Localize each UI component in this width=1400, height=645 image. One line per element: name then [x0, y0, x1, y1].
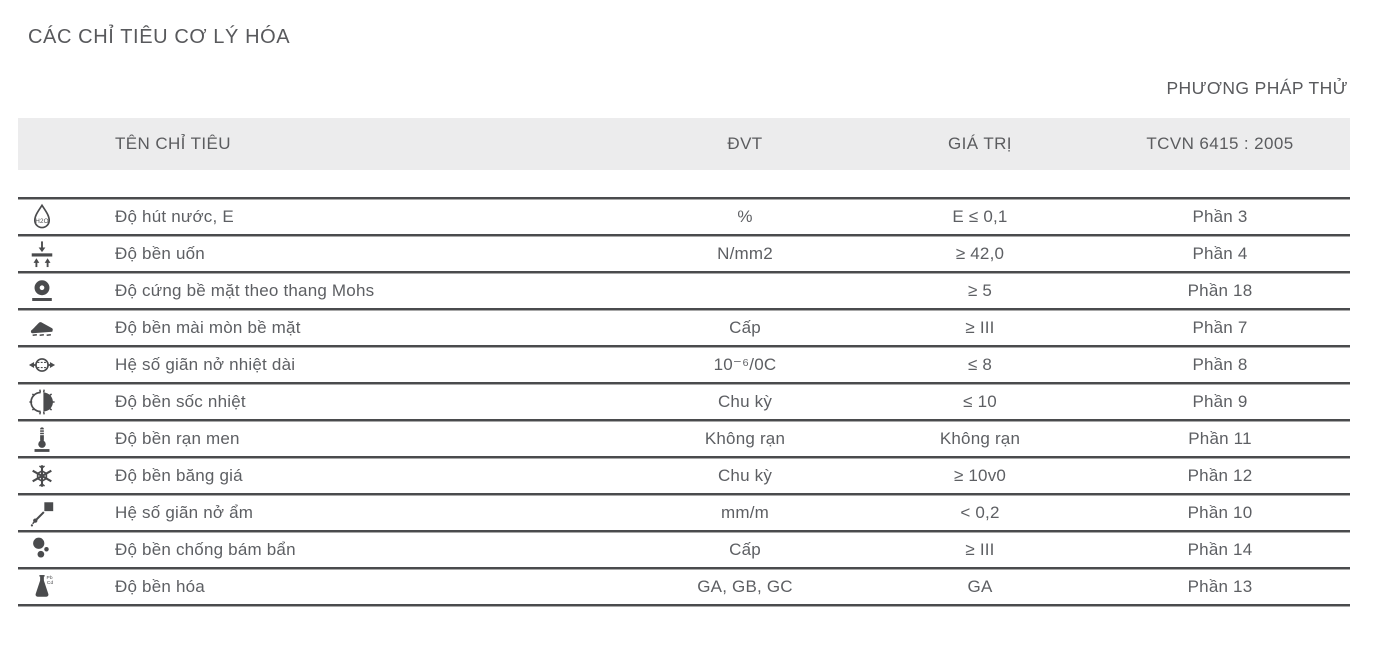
spec-unit-cell: Chu kỳ	[717, 392, 773, 411]
spec-unit-cell: Cấp	[729, 540, 761, 559]
spec-name-cell: Độ bền rạn men	[115, 429, 240, 448]
spec-value-cell: ≤ 10	[963, 392, 997, 411]
row-divider-line	[18, 530, 1350, 533]
spec-method-cell: Phần 9	[1192, 392, 1248, 411]
column-header-value: GIÁ TRỊ	[948, 134, 1012, 153]
spec-name-cell: Độ bền uốn	[115, 244, 205, 263]
spec-name-cell: Độ bền băng giá	[115, 466, 243, 485]
svg-text:H2O: H2O	[35, 218, 49, 225]
row-divider-line	[18, 234, 1350, 237]
spec-value-cell: ≥ 5	[967, 281, 993, 300]
bending-strength-icon	[18, 240, 115, 268]
spec-value-cell: ≥ III	[965, 540, 995, 559]
spec-method-cell: Phần 12	[1187, 466, 1253, 485]
table-row: Hệ số giãn nở nhiệt dài 10⁻⁶/0C ≤ 8 Phần…	[18, 348, 1350, 382]
spec-value-cell: ≤ 8	[967, 355, 993, 374]
table-row: H2O Độ hút nước, E % E ≤ 0,1 Phần 3	[18, 200, 1350, 234]
spec-value-cell: GA	[967, 577, 993, 596]
table-row: Pb Cd Độ bền hóa GA, GB, GC GA Phần 13	[18, 570, 1350, 604]
table-row: Độ bền băng giá Chu kỳ ≥ 10v0 Phần 12	[18, 459, 1350, 493]
table-row: Độ bền mài mòn bề mặt Cấp ≥ III Phần 7	[18, 311, 1350, 345]
column-header-name: TÊN CHỈ TIÊU	[115, 134, 231, 153]
abrasion-icon	[18, 314, 115, 342]
row-divider-line	[18, 456, 1350, 459]
row-divider-line	[18, 345, 1350, 348]
spec-value-cell: Không rạn	[939, 429, 1021, 448]
spec-name-cell: Độ hút nước, E	[115, 207, 234, 226]
row-divider-line	[18, 197, 1350, 200]
spec-name-cell: Độ bền hóa	[115, 577, 205, 596]
chemical-resistance-icon: Pb Cd	[18, 573, 115, 601]
table-row: Độ bền rạn men Không rạn Không rạn Phần …	[18, 422, 1350, 456]
moisture-expansion-icon	[18, 499, 115, 527]
spec-method-cell: Phần 13	[1187, 577, 1253, 596]
spec-method-cell: Phần 18	[1187, 281, 1253, 300]
frost-resistance-icon	[18, 462, 115, 490]
spec-value-cell: E ≤ 0,1	[952, 207, 1008, 226]
stain-resistance-icon	[18, 536, 115, 564]
test-method-header: PHƯƠNG PHÁP THỬ	[1166, 78, 1348, 98]
spec-unit-cell: GA, GB, GC	[697, 577, 793, 596]
svg-text:Pb: Pb	[46, 575, 52, 581]
spec-name-cell: Độ bền sốc nhiệt	[115, 392, 246, 411]
spec-name-cell: Hệ số giãn nở ẩm	[115, 503, 254, 522]
table-row: Độ cứng bề mặt theo thang Mohs ≥ 5 Phần …	[18, 274, 1350, 308]
crazing-resistance-icon	[18, 425, 115, 453]
row-divider-line	[18, 419, 1350, 422]
spec-value-cell: ≥ III	[965, 318, 995, 337]
table-row: Độ bền uốn N/mm2 ≥ 42,0 Phần 4	[18, 237, 1350, 271]
spec-unit-cell: Không rạn	[704, 429, 786, 448]
row-divider-line	[18, 604, 1350, 607]
spec-method-cell: Phần 10	[1187, 503, 1253, 522]
table-row: Độ bền sốc nhiệt Chu kỳ ≤ 10 Phần 9	[18, 385, 1350, 419]
spec-unit-cell: Chu kỳ	[717, 466, 773, 485]
spec-name-cell: Độ bền chống bám bẩn	[115, 540, 296, 559]
svg-text:Cd: Cd	[47, 580, 54, 586]
thermal-expansion-icon	[18, 351, 115, 379]
row-divider-line	[18, 308, 1350, 311]
row-divider-line	[18, 382, 1350, 385]
spec-method-cell: Phần 7	[1192, 318, 1248, 337]
row-divider-line	[18, 567, 1350, 570]
spec-value-cell: ≥ 42,0	[955, 244, 1005, 263]
spec-unit-cell: Cấp	[729, 318, 761, 337]
spec-table-rows: H2O Độ hút nước, E % E ≤ 0,1 Phần 3 Độ b…	[18, 197, 1350, 607]
spec-unit-cell: 10⁻⁶/0C	[713, 355, 777, 374]
spec-method-cell: Phần 4	[1192, 244, 1248, 263]
table-row: Hệ số giãn nở ẩm mm/m < 0,2 Phần 10	[18, 496, 1350, 530]
spec-unit-cell: mm/m	[720, 503, 769, 522]
row-divider-line	[18, 271, 1350, 274]
page-title: CÁC CHỈ TIÊU CƠ LÝ HÓA	[28, 26, 291, 48]
spec-name-cell: Độ cứng bề mặt theo thang Mohs	[115, 281, 375, 300]
spec-value-cell: ≥ 10v0	[953, 466, 1007, 485]
spec-method-cell: Phần 14	[1187, 540, 1253, 559]
spec-method-cell: Phần 11	[1188, 429, 1252, 448]
water-absorption-icon: H2O	[18, 203, 115, 231]
table-row: Độ bền chống bám bẩn Cấp ≥ III Phần 14	[18, 533, 1350, 567]
row-divider-line	[18, 493, 1350, 496]
spec-method-cell: Phần 8	[1192, 355, 1248, 374]
mohs-hardness-icon	[18, 277, 115, 305]
spec-unit-cell: %	[737, 207, 753, 226]
spec-name-cell: Hệ số giãn nở nhiệt dài	[115, 355, 296, 374]
column-header-unit: ĐVT	[727, 134, 763, 153]
spec-value-cell: < 0,2	[960, 503, 1000, 522]
spec-method-cell: Phần 3	[1192, 207, 1248, 226]
table-header-row: TÊN CHỈ TIÊU ĐVT GIÁ TRỊ TCVN 6415 : 200…	[18, 118, 1350, 170]
spec-unit-cell: N/mm2	[717, 244, 773, 263]
column-header-method: TCVN 6415 : 2005	[1146, 134, 1294, 153]
spec-name-cell: Độ bền mài mòn bề mặt	[115, 318, 301, 337]
thermal-shock-icon	[18, 388, 115, 416]
